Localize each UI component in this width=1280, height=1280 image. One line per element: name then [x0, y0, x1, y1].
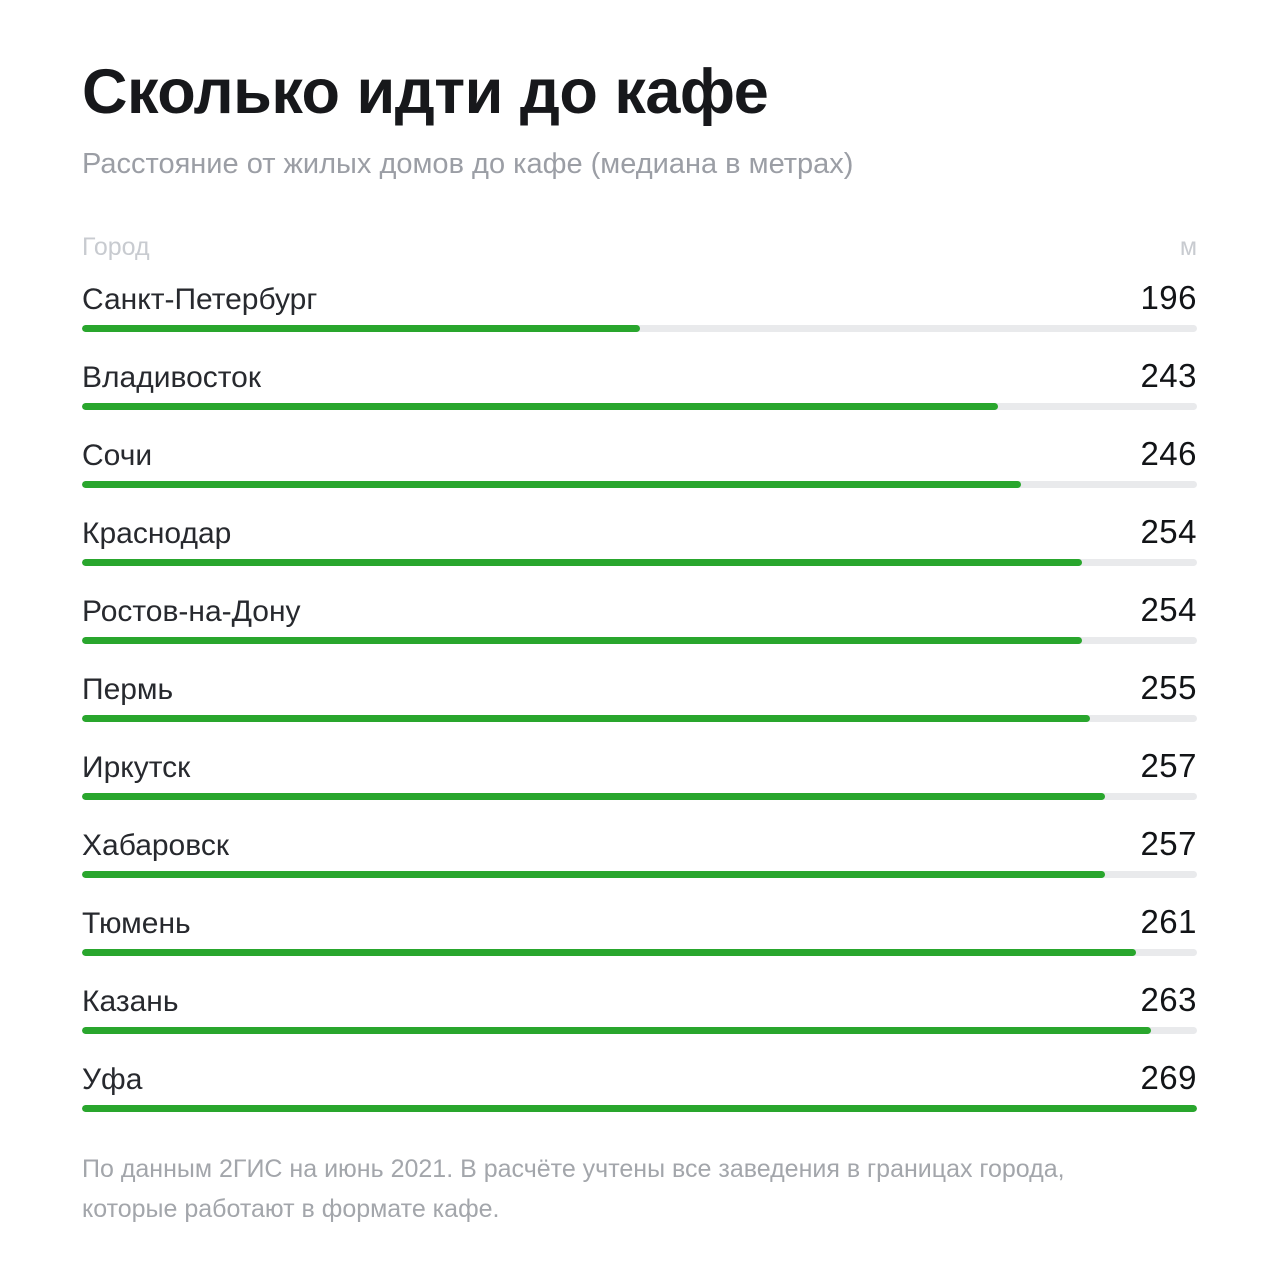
row-labels: Владивосток 243	[82, 357, 1197, 394]
distance-value: 261	[1140, 903, 1197, 940]
row-labels: Санкт-Петербург 196	[82, 279, 1197, 316]
table-row: Владивосток 243	[82, 357, 1197, 410]
bar-fill	[82, 871, 1106, 878]
distance-value: 255	[1140, 669, 1197, 706]
bar-track	[82, 1027, 1197, 1034]
row-labels: Пермь 255	[82, 669, 1197, 706]
city-label: Хабаровск	[82, 829, 229, 862]
source-note: По данным 2ГИС на июнь 2021. В расчёте у…	[82, 1155, 1065, 1223]
bar-track	[82, 871, 1197, 878]
table-row: Краснодар 254	[82, 513, 1197, 566]
city-label: Ростов-на-Дону	[82, 595, 301, 628]
bar-fill	[82, 715, 1091, 722]
bar-track	[82, 637, 1197, 644]
row-labels: Тюмень 261	[82, 903, 1197, 940]
table-row: Санкт-Петербург 196	[82, 279, 1197, 332]
table-row: Пермь 255	[82, 669, 1197, 722]
table-row: Казань 263	[82, 981, 1197, 1034]
page-title: Сколько идти до кафе	[82, 57, 769, 127]
table-row: Ростов-на-Дону 254	[82, 591, 1197, 644]
table-row: Сочи 246	[82, 435, 1197, 488]
distance-value: 257	[1140, 825, 1197, 862]
table-row: Хабаровск 257	[82, 825, 1197, 878]
bar-fill	[82, 1027, 1152, 1034]
header: Сколько идти до кафе Расстояние от жилых…	[82, 58, 1197, 180]
column-header-city: Город	[82, 233, 150, 261]
bar-fill	[82, 793, 1106, 800]
city-label: Иркутск	[82, 751, 191, 784]
distance-value: 257	[1140, 747, 1197, 784]
distance-value: 243	[1140, 357, 1197, 394]
bar-fill	[82, 559, 1083, 566]
table-row: Иркутск 257	[82, 747, 1197, 800]
bar-chart: Санкт-Петербург 196 Владивосток 243 Сочи 246 К…	[82, 279, 1197, 1112]
distance-value: 263	[1140, 981, 1197, 1018]
bar-track	[82, 949, 1197, 956]
row-labels: Казань 263	[82, 981, 1197, 1018]
table-row: Тюмень 261	[82, 903, 1197, 956]
row-labels: Ростов-на-Дону 254	[82, 591, 1197, 628]
distance-value: 196	[1140, 279, 1197, 316]
bar-track	[82, 715, 1197, 722]
distance-value: 269	[1140, 1059, 1197, 1096]
bar-fill	[82, 403, 999, 410]
row-labels: Иркутск 257	[82, 747, 1197, 784]
bar-track	[82, 793, 1197, 800]
row-labels: Хабаровск 257	[82, 825, 1197, 862]
distance-value: 254	[1140, 591, 1197, 628]
row-labels: Краснодар 254	[82, 513, 1197, 550]
table-row: Уфа 269	[82, 1059, 1197, 1112]
city-label: Уфа	[82, 1063, 143, 1096]
city-label: Казань	[82, 985, 179, 1018]
page-subtitle: Расстояние от жилых домов до кафе (медиа…	[82, 148, 854, 180]
city-label: Сочи	[82, 439, 153, 472]
city-label: Санкт-Петербург	[82, 283, 318, 316]
bar-fill	[82, 481, 1022, 488]
bar-track	[82, 481, 1197, 488]
distance-value: 246	[1140, 435, 1197, 472]
bar-track	[82, 325, 1197, 332]
bar-track	[82, 1105, 1197, 1112]
bar-track	[82, 559, 1197, 566]
bar-fill	[82, 637, 1083, 644]
bar-fill	[82, 1105, 1197, 1112]
row-labels: Уфа 269	[82, 1059, 1197, 1096]
city-label: Краснодар	[82, 517, 232, 550]
city-label: Пермь	[82, 673, 174, 706]
bar-fill	[82, 949, 1136, 956]
city-label: Владивосток	[82, 361, 261, 394]
bar-track	[82, 403, 1197, 410]
column-header-meters: м	[1179, 233, 1197, 261]
city-label: Тюмень	[82, 907, 191, 940]
bar-fill	[82, 325, 640, 332]
table-column-headers: Город м	[82, 233, 1197, 261]
distance-value: 254	[1140, 513, 1197, 550]
row-labels: Сочи 246	[82, 435, 1197, 472]
